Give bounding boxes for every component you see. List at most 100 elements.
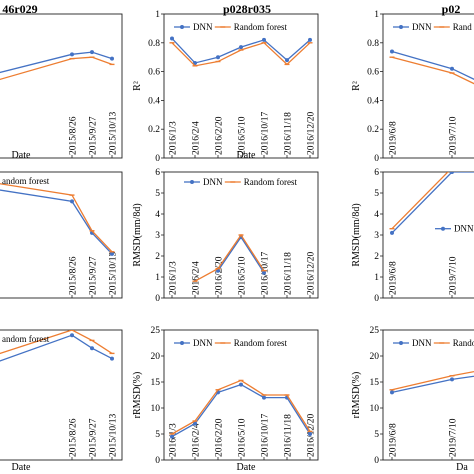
chart-panel-8: 0 5 10 15 20 25 rRMSD(%) 2016/1/3 2016/2/4 2016/2… — [132, 326, 319, 473]
data-point-dnn — [262, 270, 266, 275]
y-tick-label: 0 — [155, 294, 160, 304]
x-tick-label: 2016/2/4 — [192, 423, 202, 457]
legend: DNN Random forest — [184, 177, 298, 187]
chart-panel-9: 0 5 10 15 20 25 rRMSD(%) 2019/6/8 2019/7/10 Da DNN… — [351, 326, 474, 473]
x-tick-label: 2016/12/20 — [307, 111, 317, 155]
legend: andom forest — [2, 334, 50, 344]
y-tick-label: 1 — [374, 273, 379, 283]
y-tick-label: 0.6 — [148, 68, 160, 78]
chart-panel-7: 2015/8/26 2015/9/27 2015/10/13 Date andom fo… — [0, 329, 123, 473]
plot-frame — [382, 329, 474, 461]
x-tick-label: 2016/11/18 — [284, 414, 294, 457]
x-tick-label: 2019/7/10 — [449, 256, 459, 295]
x-tick-label: 2016/2/20 — [215, 116, 225, 155]
data-point-dnn — [450, 66, 454, 71]
data-point-dnn — [70, 333, 74, 338]
panel-title: p02 — [442, 2, 461, 16]
data-point-dnn — [308, 37, 312, 42]
data-point-dnn — [262, 37, 266, 42]
legend: DNN — [435, 224, 474, 234]
y-tick-label: 3 — [155, 231, 160, 241]
y-tick-label: 0.2 — [148, 125, 160, 135]
x-axis-label: Da — [456, 462, 468, 473]
y-tick-label: 0.4 — [367, 96, 379, 106]
y-tick-label: 0 — [155, 456, 160, 466]
data-point-dnn — [170, 36, 174, 41]
legend-label: Rand — [453, 22, 472, 32]
y-tick-label: 0 — [374, 456, 379, 466]
y-tick-label: 6 — [374, 168, 379, 178]
legend-label: Random forest — [234, 22, 288, 32]
series-line-random-forest — [0, 56, 113, 81]
series-line-random-forest — [391, 172, 449, 230]
data-point-dnn — [110, 356, 114, 361]
x-tick-label: 2019/7/10 — [449, 116, 459, 155]
y-tick-label: 5 — [374, 189, 379, 199]
y-tick-label: 10 — [151, 404, 161, 414]
data-point-dnn — [90, 50, 94, 55]
data-point-dnn — [285, 58, 289, 63]
legend: DNN Random forest — [174, 338, 288, 348]
x-tick-label: 2016/2/4 — [192, 261, 202, 295]
y-tick-label: 0.4 — [148, 96, 160, 106]
legend-label: DNN — [193, 338, 213, 348]
series-line-dnn — [0, 189, 113, 255]
x-tick-label: 2016/1/3 — [169, 121, 179, 155]
panel-title: p028r035 — [223, 2, 271, 16]
x-tick-label: 2016/11/18 — [284, 112, 294, 155]
data-point-dnn — [110, 56, 114, 61]
x-tick-label: 2016/1/3 — [169, 423, 179, 457]
series-group — [389, 370, 474, 395]
x-tick-label: 2016/2/20 — [215, 256, 225, 295]
x-tick-label: 2016/10/17 — [261, 413, 271, 457]
legend-marker — [441, 226, 445, 231]
x-tick-label: 2019/6/8 — [389, 261, 399, 295]
legend-label: andom forest — [2, 334, 50, 344]
legend: DNN Randon — [393, 338, 474, 348]
data-point-dnn — [70, 52, 74, 57]
plot-frame — [0, 13, 123, 159]
x-axis-label: Date — [12, 462, 31, 473]
y-tick-label: 15 — [151, 378, 161, 388]
legend-label: DNN — [412, 338, 432, 348]
data-point-dnn — [70, 199, 74, 204]
series-line-dnn — [391, 172, 474, 234]
data-point-dnn — [262, 395, 266, 400]
y-tick-label: 3 — [374, 231, 379, 241]
legend-marker — [399, 341, 403, 345]
y-tick-label: 5 — [374, 430, 379, 440]
series-line-dnn — [391, 50, 474, 81]
y-axis-label: rRMSD(%) — [132, 372, 143, 419]
x-tick-label: 2016/10/17 — [261, 111, 271, 155]
y-tick-label: 0.6 — [367, 68, 379, 78]
chart-panel-5: 0 1 2 3 4 5 6 RMSD(mm/8d) 2016/1/3 2016/2/4 2016/2… — [132, 168, 319, 304]
y-tick-label: 1 — [374, 10, 379, 20]
series-group — [0, 183, 115, 256]
series-group — [389, 172, 474, 235]
y-tick-label: 5 — [155, 430, 160, 440]
x-tick-label: 2016/5/10 — [238, 256, 248, 295]
chart-panel-4: 2015/8/26 2015/9/27 2015/10/13 andom forest — [0, 171, 123, 299]
y-axis-label: R² — [351, 81, 362, 91]
data-point-dnn — [308, 432, 312, 436]
legend-marker — [180, 341, 184, 345]
data-point-dnn — [239, 45, 243, 50]
x-tick-label: 2016/5/10 — [238, 116, 248, 155]
series-group — [169, 36, 313, 67]
y-axis-label: RMSD(mm/8d) — [351, 203, 362, 266]
legend-marker — [190, 180, 194, 184]
x-tick-label: 2015/8/26 — [69, 418, 79, 457]
y-tick-label: 4 — [374, 210, 379, 220]
y-tick-label: 6 — [155, 168, 160, 178]
series-line-random-forest — [391, 370, 474, 391]
x-tick-label: 2016/5/10 — [238, 418, 248, 457]
plot-frame — [0, 329, 123, 461]
y-tick-label: 25 — [151, 326, 161, 336]
series-line-random-forest — [0, 330, 113, 355]
y-tick-label: 0 — [374, 294, 379, 304]
legend: DNN Random forest — [174, 22, 288, 32]
y-axis-label: RMSD(mm/8d) — [132, 203, 143, 266]
y-tick-label: 4 — [155, 210, 160, 220]
series-line-random-forest — [194, 233, 265, 282]
